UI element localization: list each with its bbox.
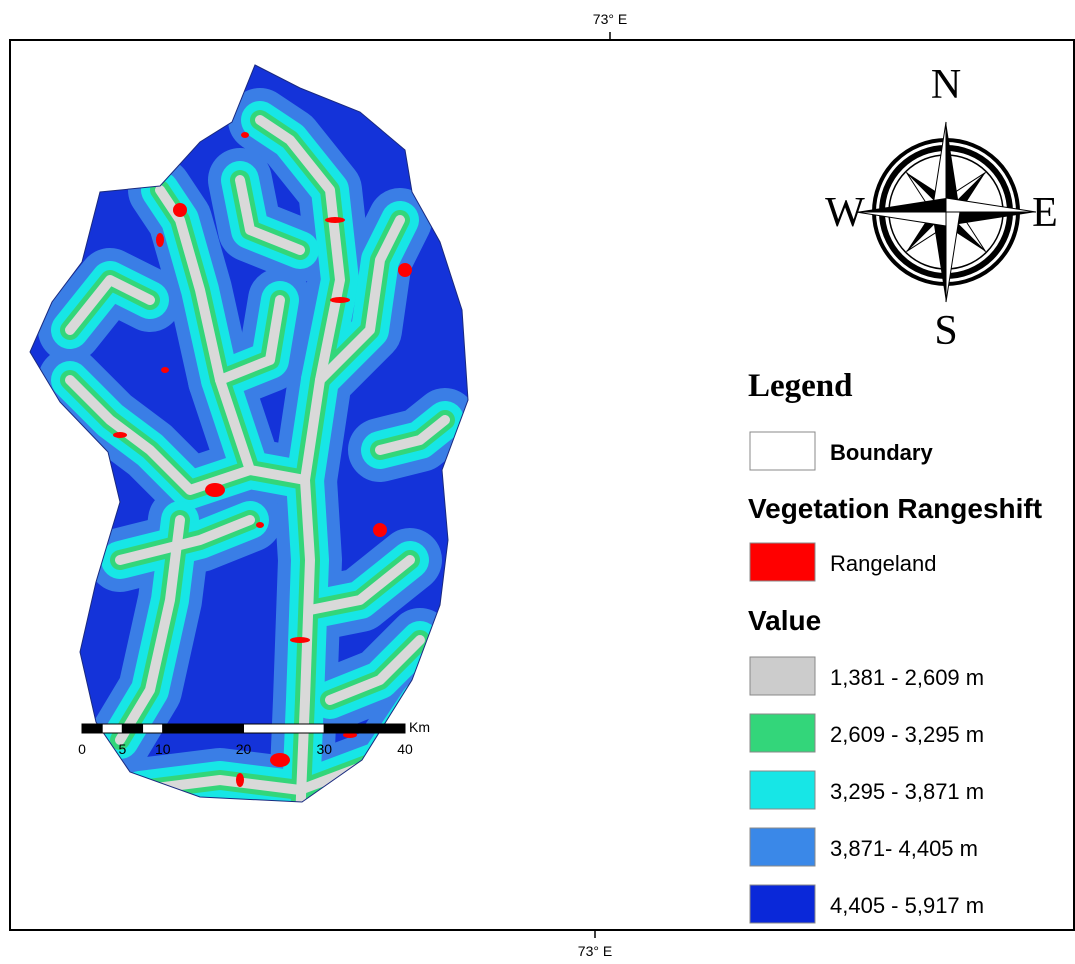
- scale-label: 5: [118, 741, 126, 757]
- legend-swatch: [750, 828, 815, 866]
- body: 73° E 73° E N S W E Legend Boundary Vege…: [0, 0, 1075, 964]
- rangeland-patch: [236, 773, 244, 787]
- rangeland-patch: [398, 263, 412, 277]
- legend-label: Boundary: [830, 440, 933, 465]
- compass-point: [946, 212, 960, 302]
- graticule-label: 73° E: [578, 943, 612, 959]
- legend-heading: Vegetation Rangeshift: [748, 493, 1042, 524]
- compass-north: N: [931, 62, 961, 108]
- rangeland-patch: [173, 203, 187, 217]
- compass-south: S: [934, 308, 957, 354]
- scale-segment: [122, 724, 142, 733]
- elevation-legend: 1,381 - 2,609 m 2,609 - 3,295 m 3,295 - 3,…: [750, 657, 984, 923]
- legend-label: 4,405 - 5,917 m: [830, 893, 984, 918]
- scale-label: 20: [236, 741, 252, 757]
- rangeland-patch: [205, 483, 225, 497]
- legend-swatch: [750, 657, 815, 695]
- legend-swatch: [750, 771, 815, 809]
- rangeland-patch: [373, 523, 387, 537]
- scale-segment: [324, 724, 405, 733]
- legend-heading: Value: [748, 605, 821, 636]
- rangeland-patch: [156, 233, 164, 247]
- scale-label: 10: [155, 741, 171, 757]
- legend-label: 2,609 - 3,295 m: [830, 722, 984, 747]
- legend-title: Legend: [748, 368, 853, 404]
- compass-point: [946, 198, 1036, 212]
- legend-swatch: [750, 543, 815, 581]
- scale-segment: [82, 724, 102, 733]
- scale-segment: [102, 724, 122, 733]
- compass-point: [856, 212, 946, 226]
- map-figure: 73° E 73° E N S W E Legend Boundary Vege…: [0, 0, 1075, 964]
- compass-point: [856, 198, 946, 212]
- scale-label: 30: [316, 741, 332, 757]
- legend-swatch: [750, 714, 815, 752]
- legend-label: 3,295 - 3,871 m: [830, 779, 984, 804]
- compass-west: W: [825, 190, 865, 236]
- rangeland-patch: [256, 522, 264, 528]
- rangeland-patch: [325, 217, 345, 223]
- legend-label: 3,871- 4,405 m: [830, 836, 978, 861]
- legend-label: 1,381 - 2,609 m: [830, 665, 984, 690]
- legend: Legend Boundary Vegetation Rangeshift Ra…: [748, 368, 1042, 636]
- legend-label: Rangeland: [830, 551, 936, 576]
- legend-swatch: [750, 885, 815, 923]
- rangeland-patch: [270, 753, 290, 767]
- compass-rose: [856, 122, 1036, 302]
- scale-segment: [244, 724, 325, 733]
- scale-unit: Km: [409, 719, 430, 735]
- rangeland-patch: [330, 297, 350, 303]
- scale-label: 0: [78, 741, 86, 757]
- scale-segment: [143, 724, 163, 733]
- rangeland-patch: [290, 637, 310, 643]
- compass-east: E: [1032, 190, 1058, 236]
- rangeland-patch: [113, 432, 127, 438]
- legend-swatch: [750, 432, 815, 470]
- rangeland-patch: [161, 367, 169, 373]
- page: Vegetation Rangeshift Map {"map": { "top…: [0, 0, 1075, 964]
- rangeland-patch: [241, 132, 249, 138]
- scale-segment: [163, 724, 244, 733]
- scale-label: 40: [397, 741, 413, 757]
- graticule-label: 73° E: [593, 11, 627, 27]
